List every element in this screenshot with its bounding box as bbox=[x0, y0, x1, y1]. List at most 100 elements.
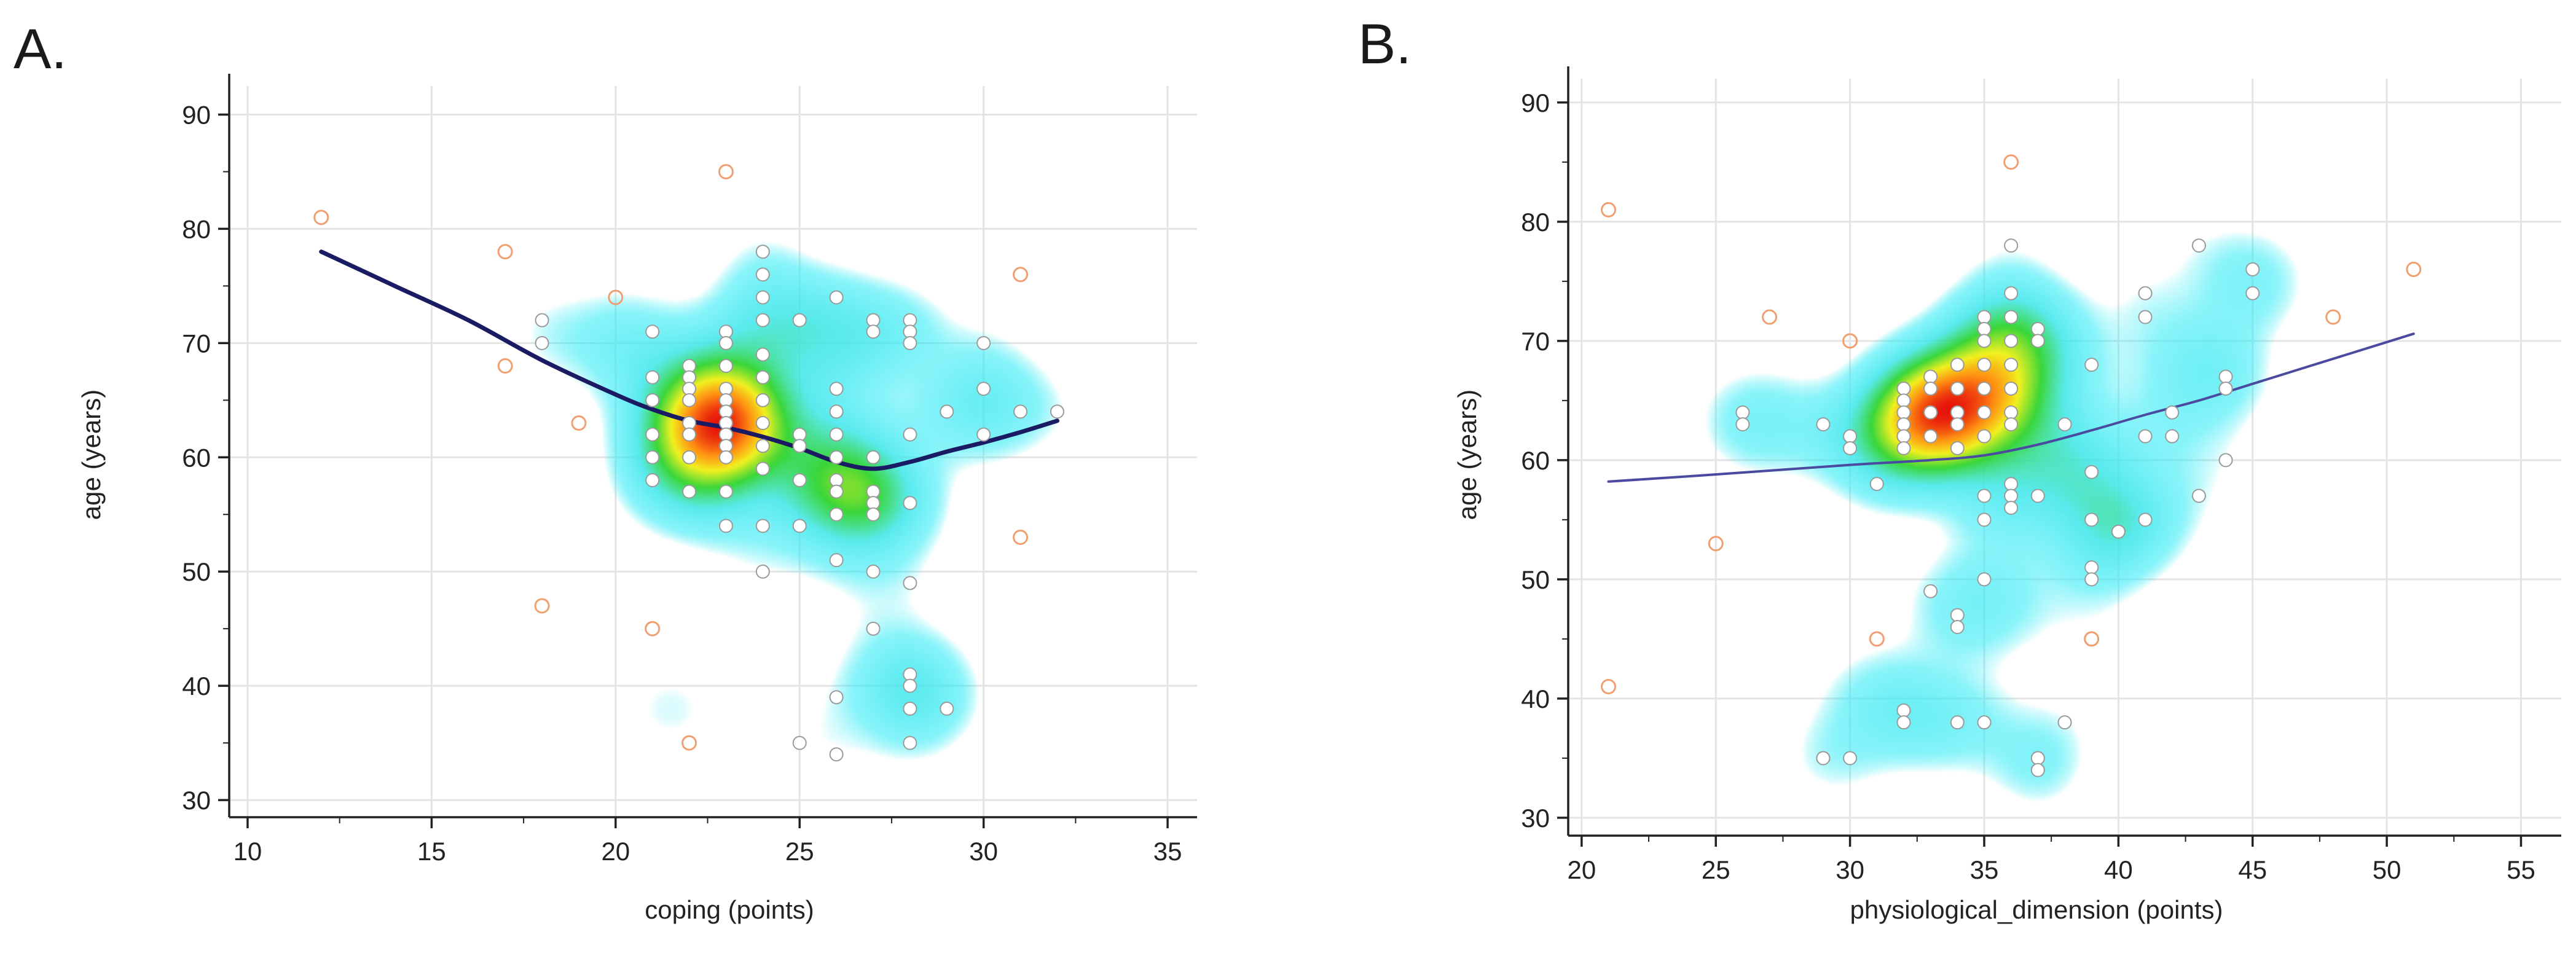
panel-a-y-axis-title: age (years) bbox=[77, 390, 106, 520]
panel-a-outlier-3 bbox=[571, 415, 587, 431]
panel-a-point-53 bbox=[829, 553, 844, 568]
panel-a-outlier-7 bbox=[718, 163, 734, 179]
panel-b-y-tick-label-0: 30 bbox=[1521, 804, 1550, 833]
panel-b-point-16 bbox=[1923, 429, 1938, 444]
panel-b-point-9 bbox=[1896, 405, 1911, 420]
panel-a-density-heatmap bbox=[229, 86, 1197, 817]
panel-b-point-1 bbox=[1735, 417, 1750, 432]
panel-b-point-44 bbox=[2004, 477, 2019, 492]
panel-b-y-tick-label-3: 60 bbox=[1521, 446, 1550, 475]
panel-a-point-69 bbox=[903, 496, 917, 511]
panel-a-point-43 bbox=[792, 473, 807, 487]
panel-b-point-76 bbox=[1896, 715, 1911, 730]
panel-b-point-46 bbox=[2004, 500, 2019, 515]
panel-a-point-46 bbox=[829, 290, 844, 305]
panel-b-point-82 bbox=[1816, 751, 1831, 766]
panel-a-outlier-9 bbox=[1013, 529, 1029, 545]
panel-b-point-66 bbox=[2165, 405, 2180, 420]
panel-a-point-73 bbox=[903, 701, 917, 716]
panel-b-point-4 bbox=[1843, 429, 1858, 444]
panel-a-point-70 bbox=[903, 576, 917, 590]
panel-a-point-33 bbox=[755, 416, 770, 431]
panel-b-outlier-3 bbox=[1762, 309, 1778, 325]
panel-a-point-67 bbox=[903, 335, 917, 350]
panel-a-y-tick-label-4: 70 bbox=[182, 329, 211, 358]
panel-a-y-ticks: 30 40 50 60 70 80 90 bbox=[182, 100, 229, 815]
panel-a-point-63 bbox=[866, 324, 881, 339]
panel-a-outlier-0 bbox=[313, 210, 329, 226]
panel-b-point-24 bbox=[1950, 619, 1965, 634]
panel-a-point-51 bbox=[829, 484, 844, 499]
panel-b-axes bbox=[1567, 66, 2561, 837]
panel-b-point-81 bbox=[1843, 751, 1858, 766]
panel-a-outlier-5 bbox=[645, 621, 661, 637]
panel-a-point-74 bbox=[903, 735, 917, 750]
panel-a-point-49 bbox=[829, 450, 844, 465]
panel-b-outlier-2 bbox=[1708, 536, 1724, 552]
panel-b-chart: 20 25 30 35 40 45 50 55 30 40 50 60 70 80 90 physiolo… bbox=[1453, 66, 2561, 924]
panel-letter-a: A. bbox=[14, 18, 67, 80]
panel-b-point-11 bbox=[1896, 429, 1911, 444]
panel-b-outlier-6 bbox=[2003, 154, 2019, 170]
panel-b-trend-line bbox=[1607, 332, 2415, 483]
panel-a-outlier-8 bbox=[1013, 267, 1029, 283]
panel-b-point-35 bbox=[1977, 715, 1992, 730]
panel-a-point-11 bbox=[682, 393, 697, 407]
panel-a-chart: 10 15 20 25 30 35 30 40 50 60 70 80 90 coping (poin… bbox=[77, 74, 1197, 924]
panel-a-outlier-points bbox=[313, 163, 1029, 751]
panel-b-x-tick-label-2: 30 bbox=[1836, 855, 1864, 884]
panel-a-point-32 bbox=[755, 393, 770, 407]
panel-b-y-tick-label-6: 90 bbox=[1521, 88, 1550, 117]
panel-a-point-1 bbox=[535, 335, 549, 350]
panel-b-point-21 bbox=[1950, 417, 1965, 432]
panel-a-point-55 bbox=[829, 747, 844, 762]
panel-a-point-77 bbox=[976, 335, 991, 350]
panel-a-x-tick-label-3: 25 bbox=[785, 837, 814, 866]
panel-b-point-10 bbox=[1896, 417, 1911, 432]
panel-b-point-74 bbox=[2245, 286, 2260, 300]
panel-a-point-80 bbox=[1013, 404, 1028, 419]
panel-a-point-3 bbox=[645, 370, 660, 385]
panel-a-point-76 bbox=[940, 701, 954, 716]
panel-b-point-37 bbox=[2004, 286, 2019, 300]
panel-a-outlier-1 bbox=[497, 244, 513, 260]
panel-a-point-35 bbox=[755, 461, 770, 476]
panel-b-point-70 bbox=[2218, 369, 2233, 384]
panel-b-point-43 bbox=[2004, 417, 2019, 432]
panel-b-outlier-8 bbox=[2325, 309, 2341, 325]
panel-b-point-42 bbox=[2004, 405, 2019, 420]
panel-b-point-14 bbox=[1923, 381, 1938, 396]
panel-b-x-ticks: 20 25 30 35 40 45 50 55 bbox=[1567, 836, 2535, 884]
panel-a-y-tick-label-2: 50 bbox=[182, 557, 211, 586]
panel-a-y-tick-label-5: 80 bbox=[182, 214, 211, 243]
panel-b-point-7 bbox=[1896, 381, 1911, 396]
panel-b-outlier-5 bbox=[1869, 631, 1885, 647]
panel-b-density-heatmap bbox=[1568, 79, 2561, 836]
panel-a-point-62 bbox=[866, 621, 881, 636]
panel-b-y-tick-label-2: 50 bbox=[1521, 565, 1550, 594]
panel-b-point-32 bbox=[1977, 488, 1992, 503]
panel-b-x-tick-label-0: 20 bbox=[1567, 855, 1596, 884]
panel-a-data-points bbox=[535, 245, 1064, 762]
panel-b-point-38 bbox=[2004, 310, 2019, 324]
panel-b-point-18 bbox=[1950, 358, 1965, 372]
panel-b-point-58 bbox=[2084, 572, 2099, 587]
panel-a-x-tick-label-4: 30 bbox=[969, 837, 998, 866]
panel-b-point-80 bbox=[2030, 763, 2045, 777]
panel-a-point-28 bbox=[755, 245, 770, 259]
panel-a-point-25 bbox=[718, 519, 733, 533]
panel-b-point-73 bbox=[2245, 262, 2260, 276]
panel-a-outlier-6 bbox=[681, 735, 697, 751]
panel-b-y-ticks: 30 40 50 60 70 80 90 bbox=[1521, 88, 1568, 833]
panel-b-y-axis-title: age (years) bbox=[1453, 390, 1482, 520]
panel-b-point-34 bbox=[1977, 572, 1992, 587]
panel-b-x-tick-label-4: 40 bbox=[2104, 855, 2133, 884]
panel-a-point-78 bbox=[976, 382, 991, 396]
panel-a-point-36 bbox=[755, 519, 770, 533]
panel-a-outlier-2 bbox=[534, 598, 550, 614]
panel-a-point-5 bbox=[645, 427, 660, 442]
panel-b-point-56 bbox=[2084, 512, 2099, 527]
panel-a-y-tick-label-6: 90 bbox=[182, 100, 211, 129]
panel-a-point-38 bbox=[755, 370, 770, 385]
panel-b-point-64 bbox=[2138, 429, 2153, 444]
